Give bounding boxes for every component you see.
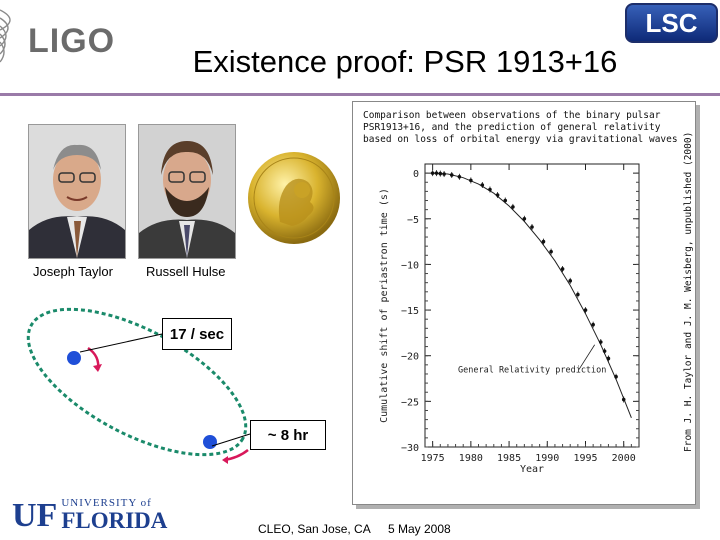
title-divider [0,93,720,96]
annotation-pointer [578,344,596,370]
caption-joseph-taylor: Joseph Taylor [33,264,113,279]
chart-title: Comparison between observations of the b… [363,110,678,145]
period-pointer-line [211,433,251,447]
orbit-ellipse [26,307,248,457]
ligo-logo: LIGO [28,22,116,60]
y-tick-label: 0 [413,169,419,180]
y-tick-label: −20 [401,352,419,363]
x-tick-label: 1985 [497,453,521,464]
uf-university-text: UNIVERSITY of [61,497,152,509]
x-tick-label: 1990 [535,453,559,464]
caption-russell-hulse: Russell Hulse [146,264,226,279]
binary-orbit-diagram [26,307,251,464]
uf-mark: UF [12,497,58,534]
y-axis-label: Cumulative shift of periastron time (s) [379,188,390,423]
photo-joseph-taylor [28,124,126,259]
y-tick-label: −15 [401,306,419,317]
footer-date: 5 May 2008 [388,522,451,536]
speed-pointer-line [79,333,163,353]
x-tick-label: 1975 [421,453,445,464]
orbital-speed-label: 17 / sec [162,318,232,350]
photo-russell-hulse [138,124,236,259]
y-tick-label: −10 [401,260,419,271]
y-tick-label: −5 [407,215,419,226]
pulsar-star [67,351,81,365]
lsc-logo: LSC [625,3,718,43]
slide-title: Existence proof: PSR 1913+16 [192,44,618,79]
x-tick-label: 1980 [459,453,483,464]
orbital-period-label: ~ 8 hr [250,420,326,450]
x-tick-label: 1995 [573,453,597,464]
x-tick-label: 2000 [612,453,636,464]
y-tick-label: −30 [401,443,419,454]
gr-prediction-curve [432,172,632,418]
gr-prediction-annotation: General Relativity prediction [458,365,606,375]
plot-area [424,163,640,448]
y-tick-label: −25 [401,397,419,408]
ligo-logo-lines [0,9,11,63]
companion-star [203,435,217,449]
nobel-medal-image [248,152,340,244]
periastron-shift-chart: Comparison between observations of the b… [352,101,696,505]
footer-venue: CLEO, San Jose, CA [258,522,371,536]
x-axis-label: Year [520,464,544,475]
uf-logo: UF UNIVERSITY of FLORIDA [12,496,168,534]
uf-florida-text: FLORIDA [61,508,168,533]
